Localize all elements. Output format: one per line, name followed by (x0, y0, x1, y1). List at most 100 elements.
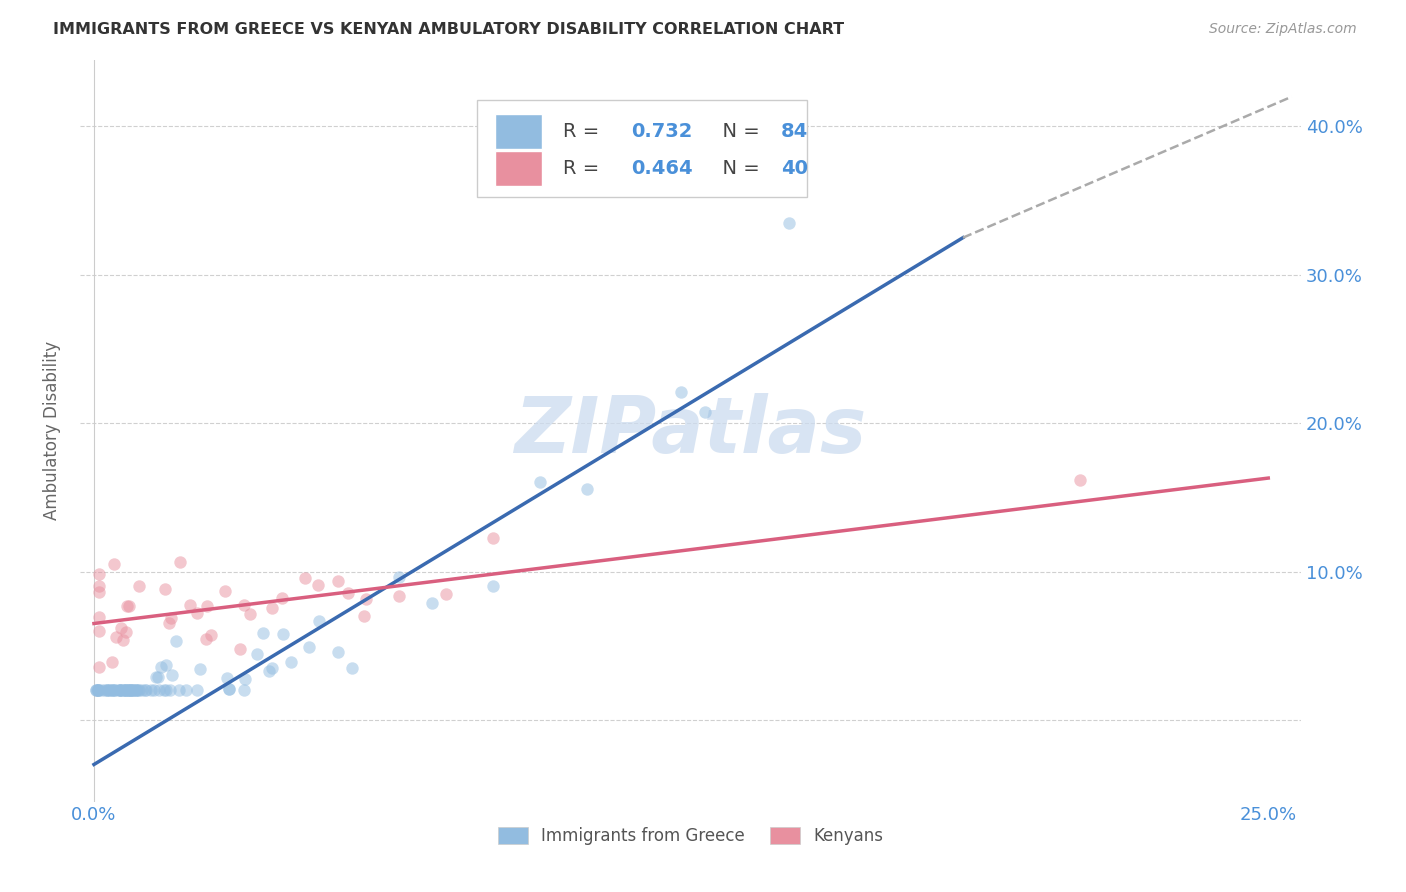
FancyBboxPatch shape (477, 101, 807, 197)
Point (218, 682, 240, 697)
Point (233, 683, 256, 698)
Point (86, 683, 108, 698)
Point (155, 683, 177, 698)
Text: IMMIGRANTS FROM GREECE VS KENYAN AMBULATORY DISABILITY CORRELATION CHART: IMMIGRANTS FROM GREECE VS KENYAN AMBULAT… (53, 22, 845, 37)
Text: Source: ZipAtlas.com: Source: ZipAtlas.com (1209, 22, 1357, 37)
Point (118, 683, 141, 698)
Point (482, 579, 505, 593)
Point (693, 404, 716, 418)
Point (96, 683, 118, 698)
Point (110, 683, 132, 698)
Point (160, 611, 183, 625)
Point (91, 683, 114, 698)
Point (105, 630, 128, 644)
Point (87, 683, 110, 698)
Point (217, 672, 239, 686)
Point (96, 683, 118, 698)
Point (353, 609, 375, 624)
Point (87, 683, 110, 698)
Point (169, 555, 191, 569)
Point (233, 598, 256, 612)
Point (118, 599, 141, 613)
Point (100, 683, 122, 698)
Point (97, 683, 120, 698)
Point (125, 683, 148, 698)
Point (117, 683, 139, 698)
FancyBboxPatch shape (495, 151, 541, 186)
Text: 40: 40 (780, 159, 808, 178)
Point (356, 591, 378, 606)
Point (128, 579, 150, 593)
Point (115, 624, 138, 639)
Point (87, 585, 110, 599)
Point (134, 683, 156, 698)
Text: N =: N = (710, 159, 766, 178)
Point (298, 640, 321, 654)
Point (186, 683, 208, 698)
Point (107, 683, 129, 698)
Point (103, 557, 125, 571)
Point (233, 673, 256, 687)
Point (101, 683, 124, 698)
Point (778, 216, 800, 230)
Point (108, 683, 131, 698)
Point (122, 683, 145, 698)
Point (131, 683, 153, 698)
Point (328, 644, 350, 658)
Point (124, 683, 146, 698)
Point (188, 661, 211, 675)
Point (166, 633, 188, 648)
Point (110, 621, 132, 635)
Point (101, 683, 124, 698)
Point (307, 578, 329, 592)
Point (328, 574, 350, 589)
Point (186, 606, 208, 620)
Text: N =: N = (710, 122, 766, 141)
Point (420, 596, 443, 610)
Point (111, 633, 134, 648)
Point (529, 475, 551, 489)
Point (135, 683, 157, 698)
Text: R =: R = (564, 159, 606, 178)
Point (125, 683, 148, 698)
Point (115, 683, 138, 698)
Point (122, 683, 145, 698)
Point (150, 659, 173, 673)
Point (342, 661, 364, 675)
Point (87, 624, 110, 639)
Point (214, 584, 236, 599)
Point (160, 667, 183, 681)
Point (174, 683, 197, 698)
Point (229, 641, 252, 656)
Point (84, 683, 107, 698)
Point (271, 627, 294, 641)
Point (157, 615, 180, 630)
Point (104, 683, 127, 698)
Point (262, 600, 284, 615)
Point (94, 683, 117, 698)
Point (238, 607, 260, 621)
Point (434, 587, 457, 601)
Point (101, 655, 124, 669)
Point (195, 599, 218, 613)
Point (128, 683, 150, 698)
Point (218, 681, 240, 696)
Point (159, 683, 181, 698)
Point (336, 586, 359, 600)
Point (127, 683, 149, 698)
Point (146, 670, 169, 684)
Point (84, 683, 107, 698)
Point (195, 632, 218, 646)
Point (280, 655, 302, 669)
Point (482, 531, 505, 545)
Point (114, 683, 136, 698)
Point (143, 683, 166, 698)
Point (200, 628, 222, 642)
Point (118, 683, 141, 698)
Point (87, 659, 110, 673)
Point (112, 683, 135, 698)
Point (110, 683, 132, 698)
Point (104, 683, 127, 698)
Point (155, 658, 177, 673)
Point (139, 683, 162, 698)
